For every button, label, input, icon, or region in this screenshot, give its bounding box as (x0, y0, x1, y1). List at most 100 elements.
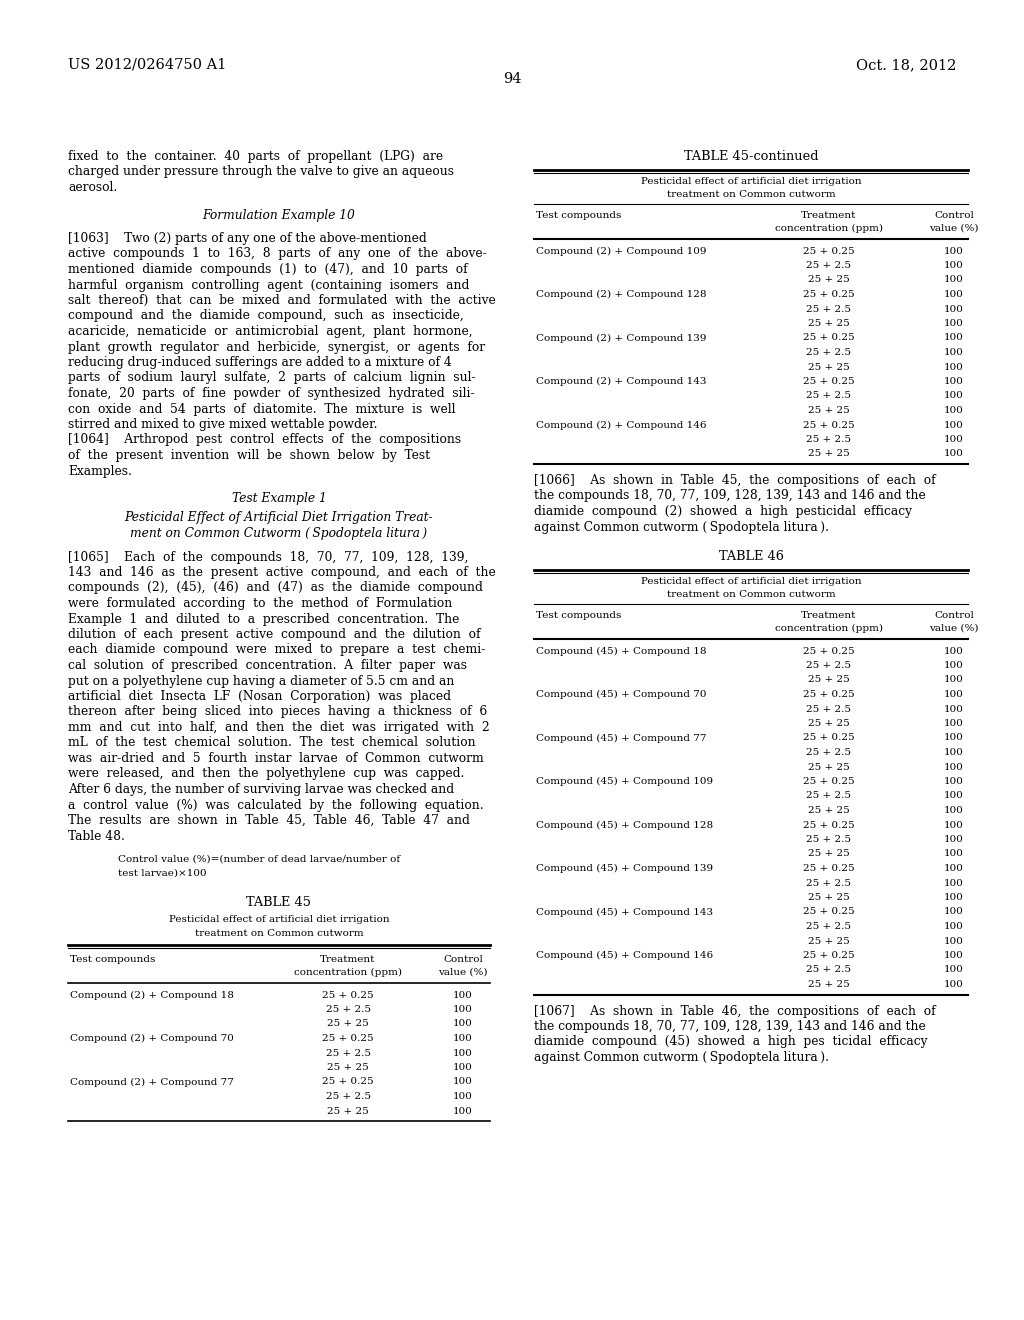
Text: 100: 100 (944, 319, 964, 327)
Text: The  results  are  shown  in  Table  45,  Table  46,  Table  47  and: The results are shown in Table 45, Table… (68, 814, 470, 828)
Text: 25 + 2.5: 25 + 2.5 (807, 705, 852, 714)
Text: 25 + 25: 25 + 25 (808, 450, 850, 458)
Text: 100: 100 (944, 894, 964, 902)
Text: 100: 100 (944, 348, 964, 356)
Text: charged under pressure through the valve to give an aqueous: charged under pressure through the valve… (68, 165, 454, 178)
Text: fonate,  20  parts  of  fine  powder  of  synthesized  hydrated  sili-: fonate, 20 parts of fine powder of synth… (68, 387, 475, 400)
Text: Treatment: Treatment (321, 956, 376, 965)
Text: diamide  compound  (45)  showed  a  high  pes  ticidal  efficacy: diamide compound (45) showed a high pes … (534, 1035, 928, 1048)
Text: parts  of  sodium  lauryl  sulfate,  2  parts  of  calcium  lignin  sul-: parts of sodium lauryl sulfate, 2 parts … (68, 371, 475, 384)
Text: 100: 100 (453, 1092, 473, 1101)
Text: 100: 100 (944, 979, 964, 989)
Text: 25 + 0.25: 25 + 0.25 (323, 1077, 374, 1086)
Text: against Common cutworm ( Spodoptela litura ).: against Common cutworm ( Spodoptela litu… (534, 1051, 829, 1064)
Text: 100: 100 (453, 1019, 473, 1028)
Text: Example  1  and  diluted  to  a  prescribed  concentration.  The: Example 1 and diluted to a prescribed co… (68, 612, 460, 626)
Text: 25 + 2.5: 25 + 2.5 (326, 1005, 371, 1014)
Text: 25 + 25: 25 + 25 (808, 276, 850, 285)
Text: 100: 100 (453, 1077, 473, 1086)
Text: 25 + 0.25: 25 + 0.25 (803, 777, 855, 785)
Text: Compound (2) + Compound 70: Compound (2) + Compound 70 (70, 1034, 233, 1043)
Text: concentration (ppm): concentration (ppm) (294, 968, 402, 977)
Text: 100: 100 (944, 436, 964, 444)
Text: 100: 100 (453, 990, 473, 999)
Text: [1065]    Each  of  the  compounds  18,  70,  77,  109,  128,  139,: [1065] Each of the compounds 18, 70, 77,… (68, 550, 469, 564)
Text: 25 + 0.25: 25 + 0.25 (803, 865, 855, 873)
Text: Compound (45) + Compound 128: Compound (45) + Compound 128 (536, 821, 713, 830)
Text: Test Example 1: Test Example 1 (231, 492, 327, 506)
Text: 25 + 2.5: 25 + 2.5 (807, 836, 852, 843)
Text: Compound (45) + Compound 146: Compound (45) + Compound 146 (536, 950, 713, 960)
Text: [1063]    Two (2) parts of any one of the above-mentioned: [1063] Two (2) parts of any one of the a… (68, 232, 427, 246)
Text: 100: 100 (944, 305, 964, 314)
Text: 100: 100 (944, 290, 964, 300)
Text: 100: 100 (944, 276, 964, 285)
Text: 143  and  146  as  the  present  active  compound,  and  each  of  the: 143 and 146 as the present active compou… (68, 566, 496, 579)
Text: compound  and  the  diamide  compound,  such  as  insecticide,: compound and the diamide compound, such … (68, 309, 464, 322)
Text: TABLE 45: TABLE 45 (247, 896, 311, 909)
Text: 100: 100 (944, 879, 964, 887)
Text: Compound (2) + Compound 146: Compound (2) + Compound 146 (536, 421, 707, 429)
Text: each  diamide  compound  were  mixed  to  prepare  a  test  chemi-: each diamide compound were mixed to prep… (68, 644, 485, 656)
Text: Pesticidal Effect of Artificial Diet Irrigation Treat-: Pesticidal Effect of Artificial Diet Irr… (125, 511, 433, 524)
Text: 100: 100 (453, 1063, 473, 1072)
Text: Compound (45) + Compound 77: Compound (45) + Compound 77 (536, 734, 707, 743)
Text: Control: Control (934, 611, 974, 620)
Text: 100: 100 (944, 734, 964, 742)
Text: [1064]    Arthropod  pest  control  effects  of  the  compositions: [1064] Arthropod pest control effects of… (68, 433, 461, 446)
Text: Pesticidal effect of artificial diet irrigation: Pesticidal effect of artificial diet irr… (641, 177, 861, 186)
Text: mm  and  cut  into  half,  and  then  the  diet  was  irrigated  with  2: mm and cut into half, and then the diet … (68, 721, 489, 734)
Text: 100: 100 (944, 647, 964, 656)
Text: 25 + 2.5: 25 + 2.5 (326, 1092, 371, 1101)
Text: 25 + 0.25: 25 + 0.25 (323, 990, 374, 999)
Text: Compound (2) + Compound 128: Compound (2) + Compound 128 (536, 290, 707, 300)
Text: 25 + 25: 25 + 25 (808, 676, 850, 685)
Text: 25 + 0.25: 25 + 0.25 (803, 734, 855, 742)
Text: 25 + 2.5: 25 + 2.5 (807, 965, 852, 974)
Text: Treatment: Treatment (802, 211, 857, 220)
Text: 25 + 25: 25 + 25 (808, 807, 850, 814)
Text: were  formulated  according  to  the  method  of  Formulation: were formulated according to the method … (68, 597, 453, 610)
Text: TABLE 46: TABLE 46 (719, 550, 783, 564)
Text: fixed  to  the  container.  40  parts  of  propellant  (LPG)  are: fixed to the container. 40 parts of prop… (68, 150, 443, 162)
Text: 25 + 0.25: 25 + 0.25 (803, 908, 855, 916)
Text: Compound (2) + Compound 139: Compound (2) + Compound 139 (536, 334, 707, 343)
Text: 25 + 0.25: 25 + 0.25 (803, 247, 855, 256)
Text: cal  solution  of  prescribed  concentration.  A  filter  paper  was: cal solution of prescribed concentration… (68, 659, 467, 672)
Text: [1067]    As  shown  in  Table  46,  the  compositions  of  each  of: [1067] As shown in Table 46, the composi… (534, 1005, 936, 1018)
Text: 25 + 25: 25 + 25 (808, 894, 850, 902)
Text: 100: 100 (453, 1005, 473, 1014)
Text: 100: 100 (944, 807, 964, 814)
Text: 100: 100 (944, 705, 964, 714)
Text: a  control  value  (%)  was  calculated  by  the  following  equation.: a control value (%) was calculated by th… (68, 799, 483, 812)
Text: compounds  (2),  (45),  (46)  and  (47)  as  the  diamide  compound: compounds (2), (45), (46) and (47) as th… (68, 582, 483, 594)
Text: 25 + 25: 25 + 25 (327, 1019, 369, 1028)
Text: the compounds 18, 70, 77, 109, 128, 139, 143 and 146 and the: the compounds 18, 70, 77, 109, 128, 139,… (534, 490, 926, 503)
Text: 100: 100 (944, 950, 964, 960)
Text: test larvae)×100: test larvae)×100 (118, 869, 207, 878)
Text: 100: 100 (453, 1034, 473, 1043)
Text: 25 + 2.5: 25 + 2.5 (807, 661, 852, 671)
Text: 100: 100 (944, 690, 964, 700)
Text: Examples.: Examples. (68, 465, 132, 478)
Text: 25 + 25: 25 + 25 (808, 407, 850, 414)
Text: 100: 100 (944, 247, 964, 256)
Text: Compound (45) + Compound 109: Compound (45) + Compound 109 (536, 777, 713, 787)
Text: 25 + 0.25: 25 + 0.25 (803, 378, 855, 385)
Text: After 6 days, the number of surviving larvae was checked and: After 6 days, the number of surviving la… (68, 783, 454, 796)
Text: 25 + 2.5: 25 + 2.5 (807, 792, 852, 800)
Text: 25 + 2.5: 25 + 2.5 (807, 921, 852, 931)
Text: active  compounds  1  to  163,  8  parts  of  any  one  of  the  above-: active compounds 1 to 163, 8 parts of an… (68, 248, 486, 260)
Text: 25 + 0.25: 25 + 0.25 (803, 290, 855, 300)
Text: 25 + 2.5: 25 + 2.5 (807, 348, 852, 356)
Text: Compound (45) + Compound 143: Compound (45) + Compound 143 (536, 908, 713, 916)
Text: 100: 100 (944, 407, 964, 414)
Text: Table 48.: Table 48. (68, 829, 125, 842)
Text: dilution  of  each  present  active  compound  and  the  dilution  of: dilution of each present active compound… (68, 628, 480, 642)
Text: 25 + 0.25: 25 + 0.25 (803, 647, 855, 656)
Text: 100: 100 (944, 792, 964, 800)
Text: Control: Control (443, 956, 483, 965)
Text: plant  growth  regulator  and  herbicide,  synergist,  or  agents  for: plant growth regulator and herbicide, sy… (68, 341, 485, 354)
Text: con  oxide  and  54  parts  of  diatomite.  The  mixture  is  well: con oxide and 54 parts of diatomite. The… (68, 403, 456, 416)
Text: value (%): value (%) (438, 968, 487, 977)
